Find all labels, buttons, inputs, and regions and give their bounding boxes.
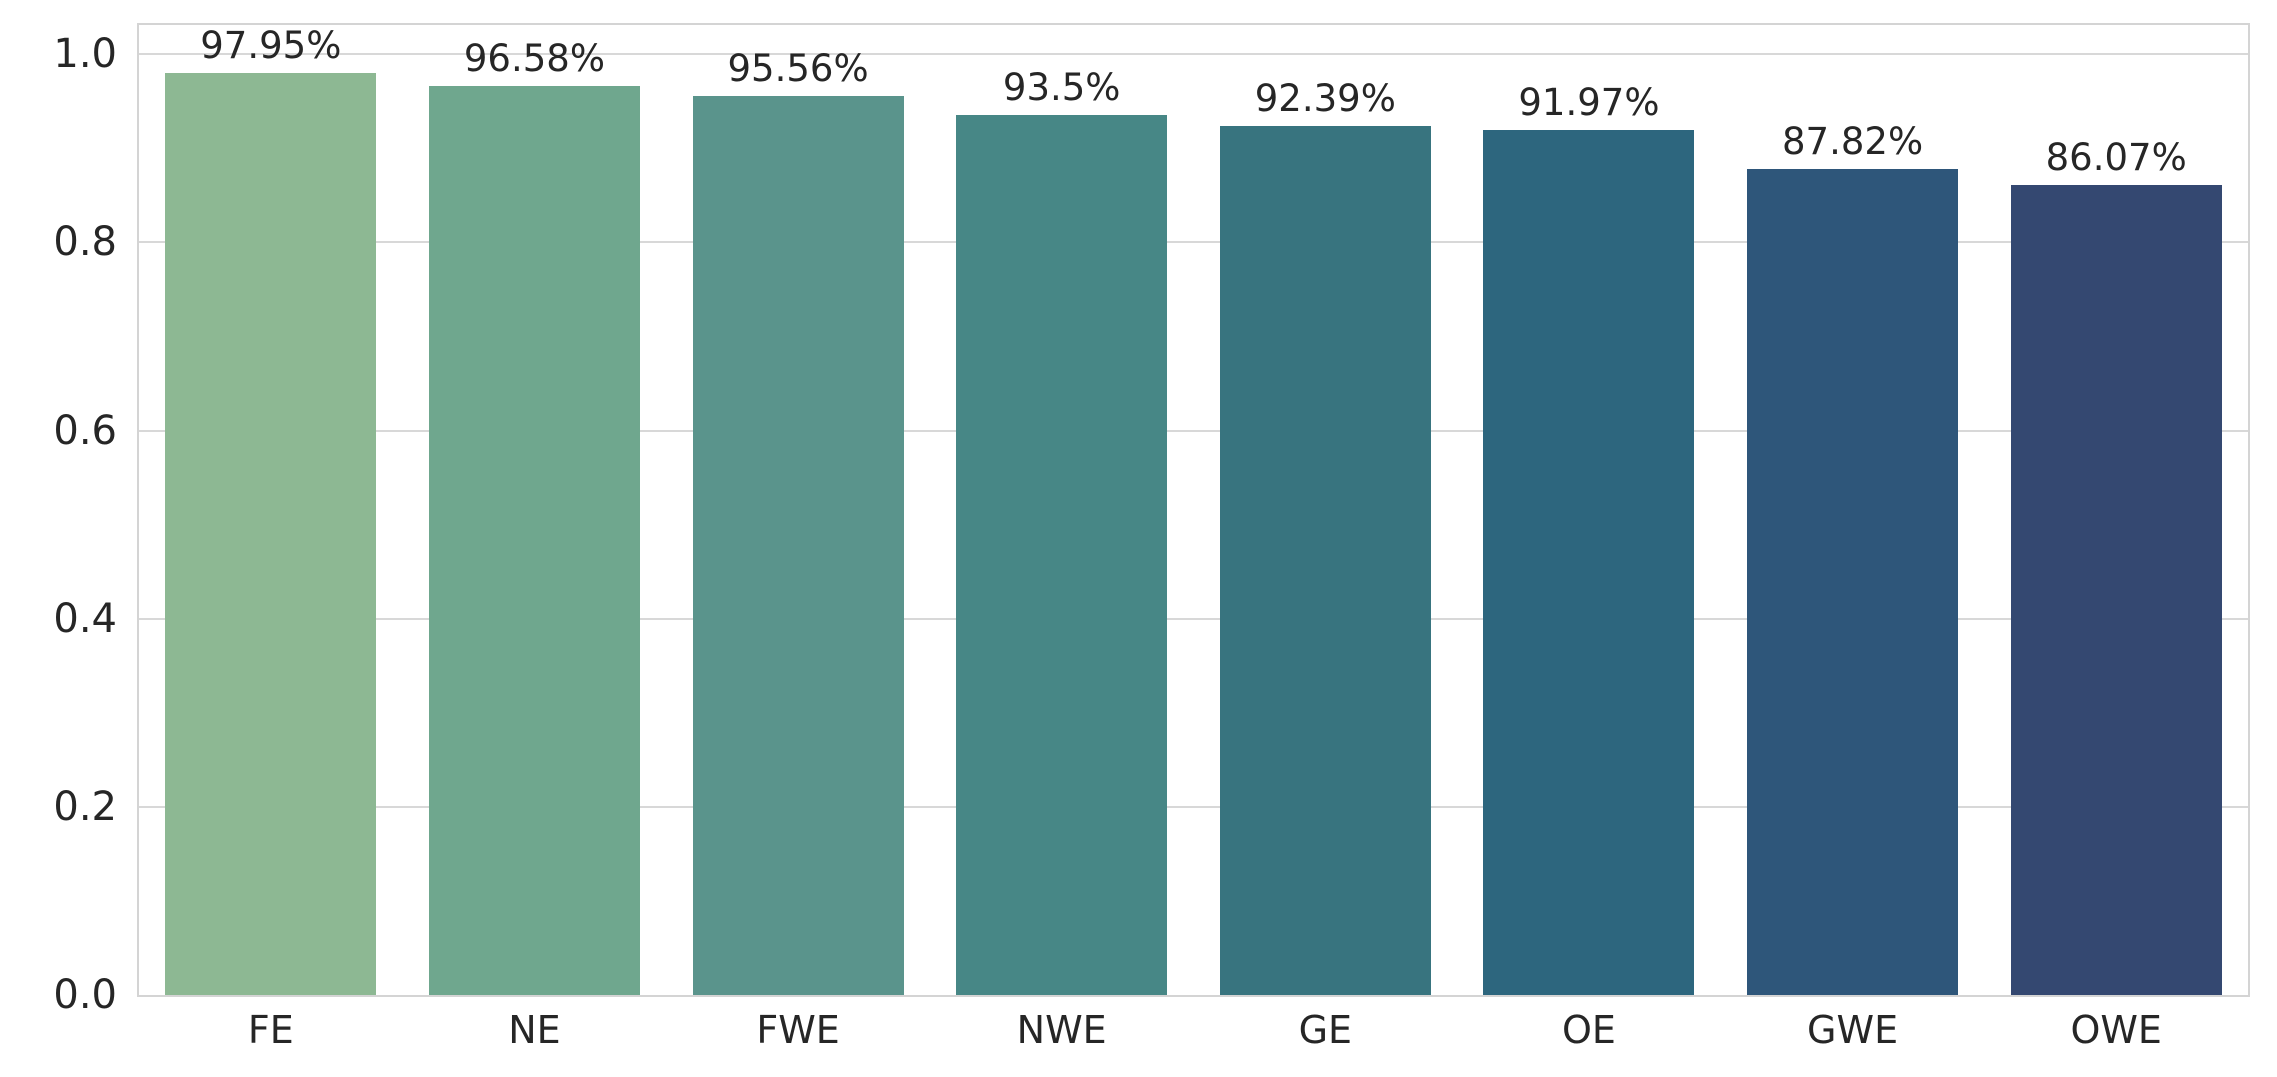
x-tick-label: FWE: [756, 1008, 840, 1052]
bar: [165, 73, 377, 995]
y-tick-label: 0.8: [53, 219, 117, 266]
y-tick-label: 0.0: [53, 972, 117, 1018]
bar-value-label: 91.97%: [1518, 80, 1660, 124]
bar-value-label: 96.58%: [463, 37, 605, 81]
x-tick-label: GE: [1298, 1008, 1353, 1052]
bar-value-label: 93.5%: [1002, 66, 1121, 110]
bar: [428, 86, 640, 995]
x-tick-label: GWE: [1807, 1008, 1899, 1052]
y-tick-label: 1.0: [53, 31, 117, 78]
plot-area: 0.0 0.2 0.4 0.6 0.8 1.0 97.95% FE 96.58% NE 95.56%…: [53, 23, 2250, 1049]
gridline: [139, 617, 2248, 620]
bar: [1747, 168, 1958, 995]
x-tick-label: OWE: [2070, 1008, 2162, 1052]
y-tick-label: 0.2: [53, 783, 117, 830]
y-tick-label: 0.6: [53, 407, 117, 454]
x-tick-label: NWE: [1016, 1008, 1107, 1052]
gridline: [139, 53, 2248, 56]
bar-value-label: 87.82%: [1782, 119, 1924, 163]
x-tick-label: FE: [247, 1008, 294, 1052]
gridline: [139, 241, 2248, 244]
bar: [692, 95, 904, 995]
x-tick-label: NE: [508, 1008, 561, 1052]
bar: [1219, 125, 1431, 995]
bar: [956, 115, 1168, 995]
bar-value-label: 95.56%: [727, 46, 869, 90]
bar: [2010, 185, 2222, 995]
gridline: [139, 429, 2248, 432]
bar-value-label: 86.07%: [2045, 136, 2187, 180]
gridline: [139, 805, 2248, 808]
bar-value-label: 92.39%: [1254, 76, 1396, 120]
y-tick-label: 0.4: [53, 595, 117, 642]
x-tick-label: OE: [1561, 1008, 1616, 1052]
bar: [1483, 129, 1695, 995]
bar-value-label: 97.95%: [200, 24, 342, 68]
